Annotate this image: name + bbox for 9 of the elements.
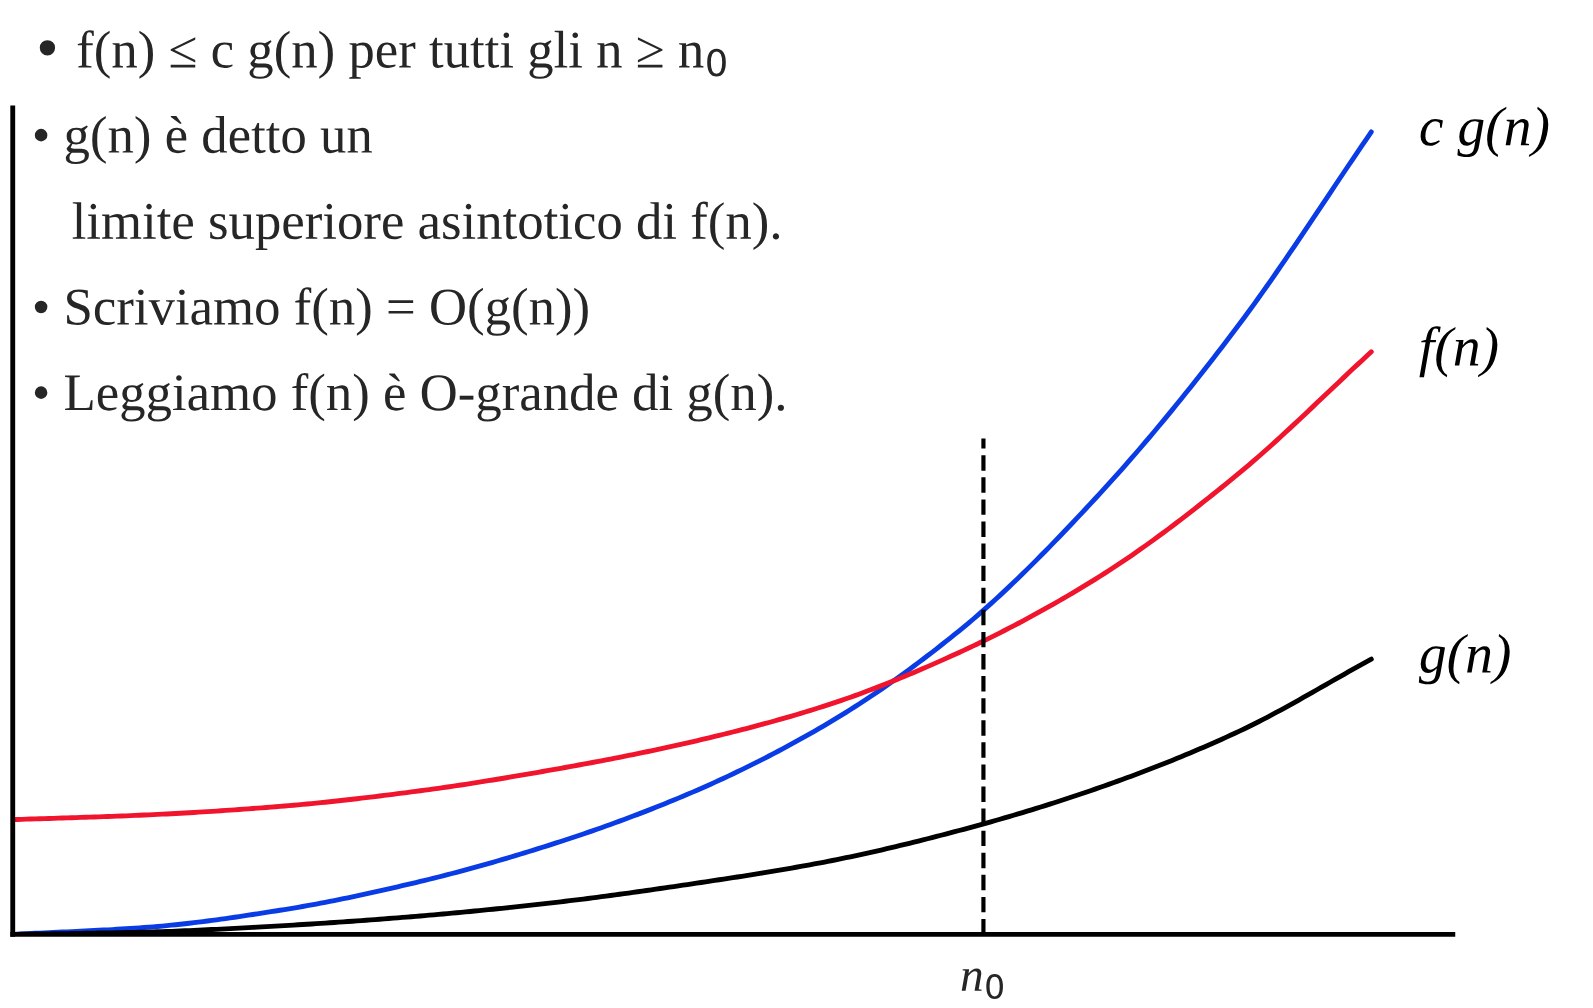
series-label: g(n) bbox=[1418, 633, 1510, 685]
annotation: • g(n) è detto un bbox=[34, 115, 372, 165]
text: n$_{0}$ bbox=[961, 968, 1003, 1000]
annotation: • Leggiamo f(n) è O-grande di g(n). bbox=[34, 372, 784, 422]
text: • f(n) ≤ c g(n) per tutti gli n ≥ n$_{0}$ bbox=[39, 30, 726, 79]
annotation: • Scriviamo f(n) = O(g(n)) bbox=[34, 287, 588, 336]
annotation: limite superiore asintotico di f(n). bbox=[72, 201, 780, 250]
series-label: c g(n) bbox=[1420, 106, 1549, 158]
series-label: f(n) bbox=[1419, 326, 1498, 378]
